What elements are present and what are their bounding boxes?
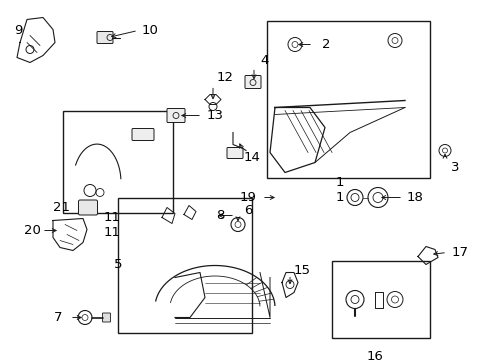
Text: 14: 14 [243, 151, 260, 164]
Text: 9: 9 [14, 24, 22, 37]
Text: 10: 10 [141, 24, 158, 37]
Bar [63, 111, 173, 212]
Text: 11: 11 [103, 225, 120, 238]
FancyBboxPatch shape [167, 108, 184, 122]
Text: 3: 3 [450, 161, 458, 174]
Text: 13: 13 [206, 109, 223, 122]
Text: 17: 17 [450, 246, 468, 259]
FancyBboxPatch shape [79, 200, 97, 215]
FancyBboxPatch shape [244, 76, 261, 89]
Text: 21: 21 [53, 201, 70, 214]
Text: 8: 8 [215, 209, 224, 222]
Text: 11: 11 [103, 211, 120, 224]
Text: 1: 1 [335, 190, 344, 203]
Text: 12: 12 [216, 71, 233, 84]
Bar [331, 261, 429, 338]
Text: 7: 7 [54, 311, 62, 324]
Text: 20: 20 [23, 224, 41, 237]
Text: 18: 18 [406, 191, 423, 204]
Bar [266, 21, 429, 177]
Text: 2: 2 [321, 38, 329, 51]
Text: 4: 4 [260, 54, 268, 67]
Text: 6: 6 [244, 204, 252, 217]
Text: 1: 1 [335, 176, 344, 189]
Text: 5: 5 [114, 258, 122, 271]
Text: 16: 16 [366, 351, 383, 360]
Text: 19: 19 [239, 191, 256, 204]
FancyBboxPatch shape [97, 32, 113, 44]
Bar [118, 198, 251, 333]
FancyBboxPatch shape [132, 129, 154, 140]
FancyBboxPatch shape [102, 313, 110, 322]
Text: 15: 15 [293, 264, 310, 277]
FancyBboxPatch shape [226, 148, 243, 158]
